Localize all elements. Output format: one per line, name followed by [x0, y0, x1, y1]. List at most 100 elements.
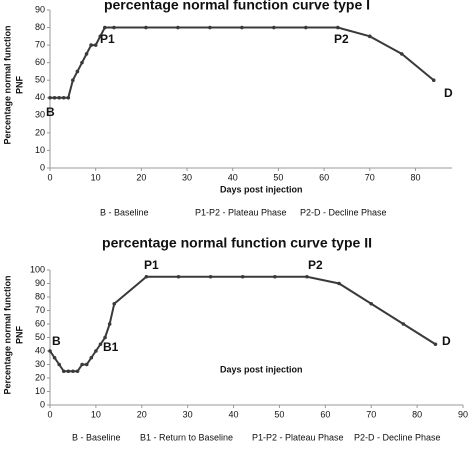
x-tick-label: 70	[365, 172, 375, 182]
data-point	[98, 34, 103, 39]
y-axis-label: PNF	[14, 325, 24, 344]
y-tick-label: 90	[35, 4, 45, 14]
data-point	[431, 78, 436, 83]
y-tick-label: 100	[30, 264, 45, 274]
y-tick-label: 30	[35, 110, 45, 120]
data-point	[98, 342, 103, 347]
data-point	[52, 95, 57, 100]
y-tick-label: 90	[35, 278, 45, 288]
x-tick-label: 80	[410, 172, 420, 182]
data-point	[305, 274, 309, 279]
data-point	[401, 322, 406, 326]
x-tick-label: 70	[366, 409, 376, 419]
chart-title: percentage normal function curve type II	[102, 235, 372, 251]
data-point	[80, 362, 84, 367]
x-tick-label: 50	[274, 409, 284, 419]
data-point	[144, 274, 149, 279]
y-tick-label: 10	[35, 145, 45, 155]
x-tick-label: 90	[458, 409, 468, 419]
data-point	[57, 95, 61, 100]
data-point	[84, 362, 89, 367]
y-tick-label: 60	[35, 318, 45, 328]
data-point	[272, 25, 276, 30]
data-point	[48, 95, 52, 100]
data-point	[94, 349, 98, 353]
data-point	[369, 301, 374, 306]
data-point	[75, 369, 80, 374]
phase-annotation: B	[46, 105, 55, 119]
data-point	[208, 25, 212, 30]
y-tick-label: 50	[35, 332, 45, 342]
phase-annotation: B	[52, 334, 61, 348]
data-point	[93, 43, 98, 47]
data-point	[144, 25, 148, 30]
y-tick-label: 0	[40, 162, 45, 172]
y-tick-label: 30	[35, 359, 45, 369]
phase-annotation: P2	[334, 32, 349, 46]
y-tick-label: 70	[35, 305, 45, 315]
x-tick-label: 0	[47, 409, 52, 419]
y-tick-label: 20	[35, 372, 45, 382]
data-point	[240, 25, 244, 30]
data-point	[335, 25, 340, 30]
data-point	[176, 25, 180, 30]
data-point	[367, 34, 372, 39]
data-point	[273, 274, 277, 279]
legend-note: P1-P2 - Plateau Phase	[252, 432, 344, 442]
phase-annotation: P1	[144, 258, 159, 272]
data-point	[399, 52, 404, 56]
phase-annotation: D	[444, 86, 453, 100]
y-tick-label: 20	[35, 127, 45, 137]
x-tick-label: 30	[182, 172, 192, 182]
x-tick-label: 50	[273, 172, 283, 182]
data-point	[89, 355, 94, 360]
data-point	[48, 349, 52, 353]
y-tick-label: 80	[35, 291, 45, 301]
data-point	[71, 369, 75, 374]
phase-annotation: P1	[100, 32, 115, 46]
y-tick-label: 40	[35, 92, 45, 102]
y-axis-label: Percentage normal function	[2, 25, 12, 144]
chart-title: percentage normal function curve type I	[104, 0, 370, 13]
y-tick-label: 80	[35, 22, 45, 32]
data-point	[176, 274, 181, 279]
data-point	[61, 369, 66, 374]
data-point	[208, 274, 213, 279]
legend-note: B - Baseline	[72, 432, 121, 442]
x-tick-label: 60	[320, 409, 330, 419]
legend-note: P2-D - Decline Phase	[300, 207, 387, 217]
x-axis-label: Days post injection	[220, 184, 303, 194]
x-axis-label: Days post injection	[220, 364, 303, 374]
data-point	[84, 52, 89, 56]
data-point	[80, 60, 84, 65]
data-point	[240, 274, 245, 279]
data-point	[112, 25, 116, 30]
legend-note: B - Baseline	[100, 207, 149, 217]
data-point	[304, 25, 308, 30]
y-tick-label: 70	[35, 39, 45, 49]
y-axis-label: PNF	[14, 75, 24, 94]
y-tick-label: 0	[40, 399, 45, 409]
phase-annotation: B1	[103, 340, 119, 354]
legend-note: B1 - Return to Baseline	[140, 432, 233, 442]
data-point	[337, 281, 341, 286]
x-tick-label: 40	[228, 172, 238, 182]
data-point	[71, 78, 75, 83]
y-tick-label: 40	[35, 345, 45, 355]
phase-annotation: D	[442, 334, 451, 348]
y-tick-label: 50	[35, 75, 45, 85]
data-point	[66, 369, 71, 374]
data-point	[75, 69, 80, 74]
phase-annotation: P2	[308, 258, 323, 272]
x-tick-label: 0	[47, 172, 52, 182]
x-tick-label: 60	[319, 172, 329, 182]
x-tick-label: 30	[183, 409, 193, 419]
x-tick-label: 10	[91, 409, 101, 419]
x-tick-label: 80	[412, 409, 422, 419]
data-line	[49, 275, 437, 373]
data-point	[103, 25, 107, 30]
x-tick-label: 10	[91, 172, 101, 182]
data-point	[433, 342, 438, 347]
x-tick-label: 20	[137, 409, 147, 419]
